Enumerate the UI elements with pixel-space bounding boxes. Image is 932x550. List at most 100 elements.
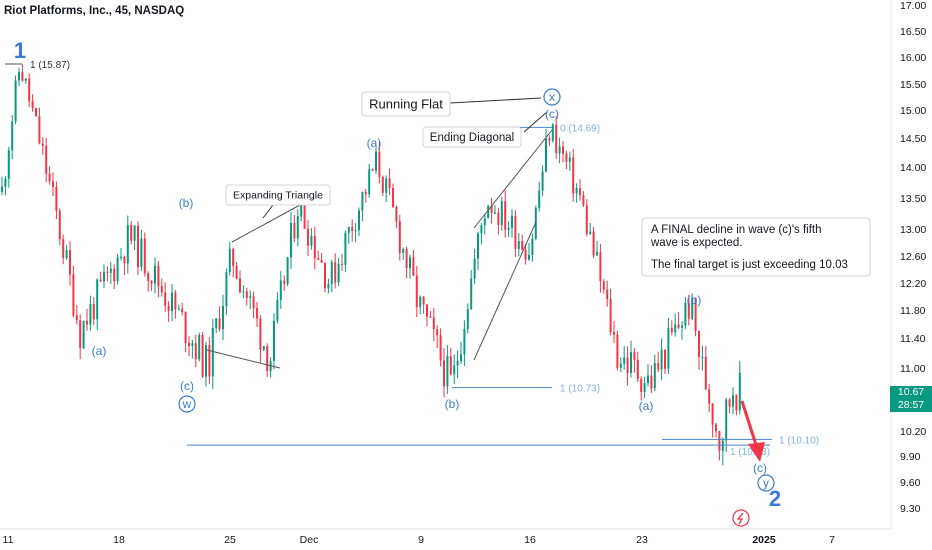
candle-body: [691, 297, 694, 319]
candle-body: [351, 226, 354, 231]
candle-body: [531, 238, 534, 256]
candle-body: [565, 153, 568, 162]
expanding-triangle-label: Expanding Triangle: [233, 190, 323, 202]
candle-body: [378, 151, 381, 177]
candle-body: [643, 383, 646, 392]
candle-body: [432, 317, 435, 330]
wave-label: (c): [545, 107, 559, 121]
candles: [1, 64, 741, 466]
candle-body: [606, 289, 609, 300]
candle-body: [541, 171, 544, 191]
candle-body: [385, 178, 388, 193]
candle-body: [698, 330, 700, 358]
candle-body: [636, 359, 639, 379]
candle-body: [58, 210, 61, 240]
candle-body: [443, 360, 445, 387]
candle-body: [123, 256, 126, 264]
candle-body: [69, 250, 71, 275]
candle-body: [211, 328, 214, 377]
callout-pointer: [449, 97, 542, 104]
time-tick-label: 18: [113, 534, 125, 546]
candle-body: [650, 375, 653, 389]
candle-body: [330, 262, 333, 285]
candle-body: [575, 188, 578, 194]
candle-body: [218, 318, 221, 330]
candle-body: [572, 157, 575, 194]
time-axis[interactable]: 11 18 25 Dec 9 16 23 2025 7: [3, 534, 836, 546]
candle-body: [694, 297, 697, 331]
candle-body: [256, 308, 258, 319]
candle-body: [545, 138, 547, 172]
candle-body: [198, 334, 201, 360]
fib-level-label: 1 (10.10): [779, 435, 819, 446]
candle-body: [439, 335, 442, 361]
candle-body: [242, 291, 245, 293]
candle-body: [735, 395, 738, 411]
time-tick-label: 11: [3, 534, 14, 546]
candle-body: [470, 278, 473, 310]
bar-countdown: 28:57: [897, 399, 925, 411]
candle-body: [477, 233, 479, 259]
candle-body: [313, 235, 316, 259]
candle-body: [619, 363, 622, 368]
candle-body: [701, 356, 704, 358]
candle-body: [286, 257, 289, 284]
candle-body: [160, 286, 163, 293]
price-tick-label: 14.50: [900, 133, 926, 145]
candle-body: [337, 263, 340, 283]
candle-body: [677, 324, 680, 328]
candle-body: [640, 378, 643, 392]
last-price: 10.67: [897, 386, 925, 398]
candle-body: [405, 249, 408, 269]
candle-body: [191, 343, 194, 346]
price-tick-label: 17.00: [900, 0, 926, 12]
wave-label: (a): [92, 344, 107, 358]
candle-body: [120, 256, 122, 258]
candle-body: [188, 343, 190, 346]
candle-body: [426, 304, 428, 317]
candle-body: [354, 230, 357, 232]
note-line-1-part: A FINAL decline in wave (c)'s fifth: [651, 224, 822, 236]
candle-body: [653, 363, 656, 389]
wave-label: (b): [687, 293, 702, 307]
running-flat-box: [361, 91, 451, 117]
price-tick-label: 14.00: [900, 162, 926, 174]
candle-body: [647, 375, 649, 384]
candle-body: [266, 346, 269, 372]
candle-body: [616, 334, 619, 368]
candle-body: [511, 215, 513, 228]
candle-body: [388, 178, 391, 188]
candle-body: [82, 320, 85, 348]
price-tick-label: 9.60: [900, 477, 921, 489]
candle-body: [92, 303, 95, 320]
candle-body: [596, 252, 598, 256]
candle-body: [106, 271, 109, 273]
candle-body: [327, 284, 330, 289]
candle-body: [344, 232, 347, 265]
candle-body: [150, 280, 153, 284]
candle-body: [460, 354, 462, 361]
candle-body: [245, 291, 248, 298]
candle-body: [664, 349, 666, 369]
wave-circle: [543, 88, 561, 106]
candle-body: [109, 268, 112, 273]
candle-body: [130, 224, 133, 241]
note-line-1: A FINAL decline in wave (c)'s fifth wave …: [650, 224, 822, 249]
candle-body: [347, 226, 350, 233]
candle-body: [341, 263, 343, 265]
candle-body: [48, 173, 51, 182]
candle-body: [4, 178, 7, 187]
candle-body: [415, 275, 418, 308]
fib-level-label: 1 (10.03): [730, 447, 770, 458]
candle-body: [419, 296, 422, 308]
candle-body: [392, 187, 394, 207]
candle-body: [222, 305, 224, 330]
candle-body: [500, 201, 503, 225]
candle-body: [24, 78, 27, 81]
candle-body: [201, 334, 204, 377]
wave-label: w: [182, 397, 192, 411]
candle-body: [483, 218, 486, 226]
candle-body: [368, 169, 371, 195]
candle-body: [670, 327, 673, 333]
